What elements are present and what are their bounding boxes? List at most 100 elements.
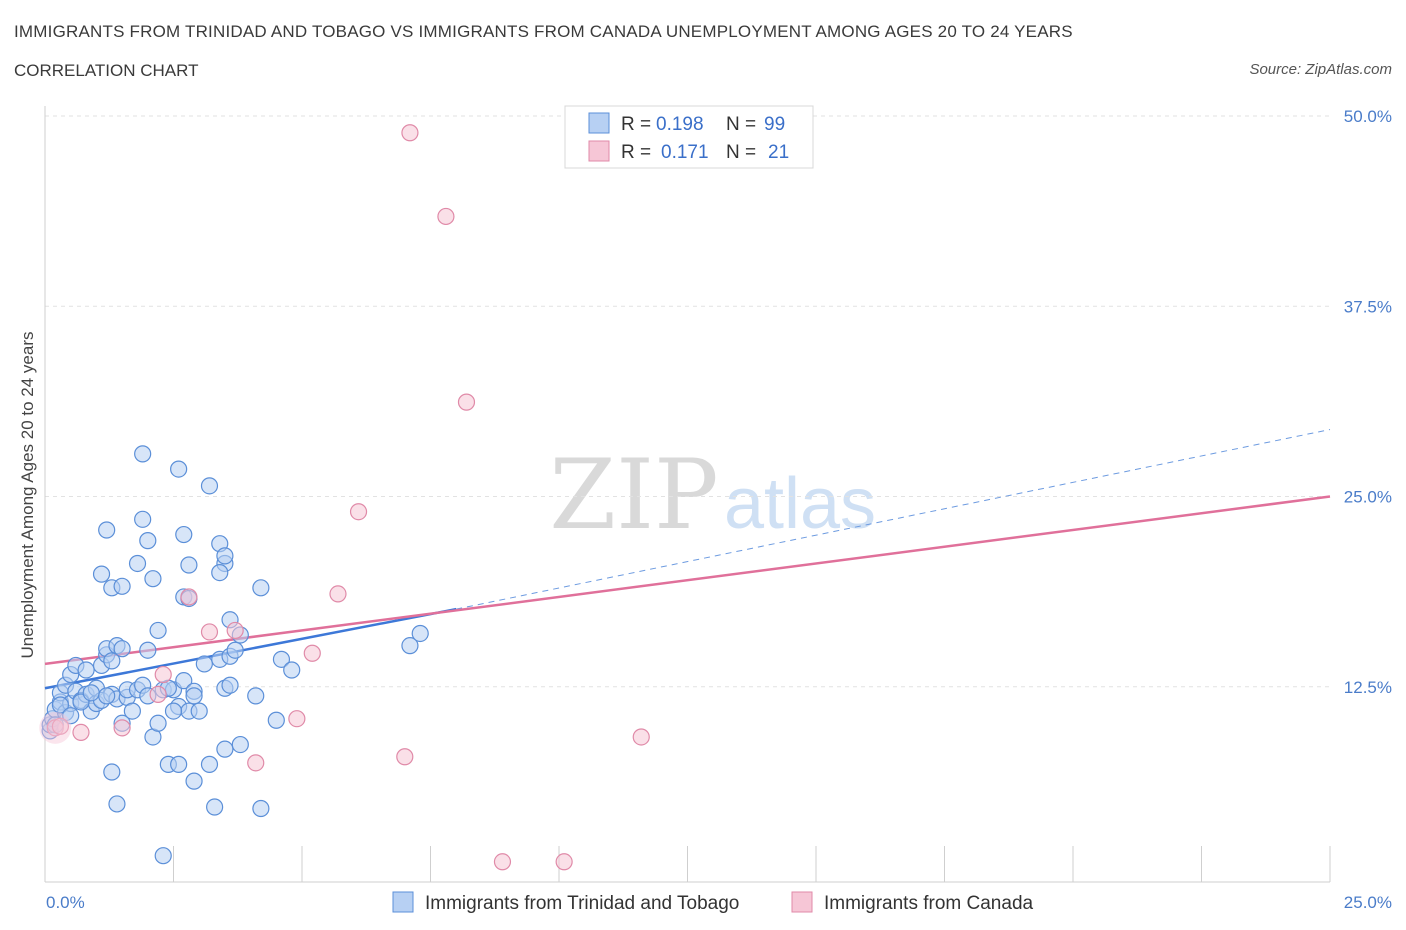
tt-point-60 xyxy=(128,554,147,573)
tt-point-90 xyxy=(108,795,126,813)
tt-point-43 xyxy=(170,755,188,773)
y-tick-label-1: 12.5% xyxy=(1344,678,1392,697)
tt-point-79 xyxy=(283,661,301,679)
tt-point-91 xyxy=(154,847,172,865)
data-points xyxy=(39,124,650,871)
tt-point-76 xyxy=(200,477,219,495)
ca-point-13 xyxy=(329,585,347,603)
ca-point-3 xyxy=(72,723,90,742)
tt-point-78 xyxy=(272,650,291,668)
stats-legend: R = 0.198 N = 99 R = 0.171 N = 21 xyxy=(564,105,814,169)
ca-point-8 xyxy=(200,623,219,641)
tt-point-44 xyxy=(175,672,193,690)
ca-point-11 xyxy=(288,710,306,728)
ca-cluster-bubble xyxy=(39,711,72,744)
legend-n-label-2: N = xyxy=(726,142,756,163)
tt-point-80 xyxy=(247,687,265,705)
tt-point-97 xyxy=(98,687,116,705)
x-tick-label-min: 0.0% xyxy=(46,893,85,912)
tt-point-65 xyxy=(170,460,188,478)
source-label: Source: ZipAtlas.com xyxy=(1249,61,1392,78)
tt-point-55 xyxy=(226,641,244,659)
tt-point-54 xyxy=(221,676,239,694)
tt-point-47 xyxy=(185,687,203,705)
ca-point-2 xyxy=(51,717,70,735)
watermark-atlas: atlas xyxy=(724,464,876,544)
tt-point-66 xyxy=(175,525,193,544)
tt-point-23 xyxy=(103,652,121,670)
y-tick-label-3: 37.5% xyxy=(1344,297,1392,316)
tt-point-59 xyxy=(98,521,116,539)
tt-point-72 xyxy=(216,547,234,565)
trend-lines xyxy=(44,429,1331,690)
tt-point-31 xyxy=(123,702,141,720)
chart-subtitle: CORRELATION CHART xyxy=(14,61,199,80)
chart-title: IMMIGRANTS FROM TRINIDAD AND TOBAGO VS I… xyxy=(14,22,1073,41)
legend-swatch-pink xyxy=(588,140,610,162)
tt-point-88 xyxy=(252,799,270,818)
x-tick-label-max: 25.0% xyxy=(1344,893,1392,912)
bottom-legend-swatch-blue xyxy=(392,891,414,913)
tt-point-96 xyxy=(82,684,100,702)
ca-point-20 xyxy=(555,853,573,871)
tt-point-86 xyxy=(185,772,203,790)
tt-point-83 xyxy=(411,624,429,643)
ca-point-12 xyxy=(303,644,321,662)
ca-point-21 xyxy=(632,728,650,746)
legend-swatch-blue xyxy=(588,112,610,134)
ca-point-6 xyxy=(154,665,172,684)
legend-r-value-2: 0.171 xyxy=(661,142,709,163)
ca-point-7 xyxy=(180,588,198,606)
tt-point-89 xyxy=(103,763,121,781)
watermark-zip: ZIP xyxy=(549,439,718,551)
ca-trend-line xyxy=(44,495,1331,666)
legend-r-label-2: R = xyxy=(621,142,651,163)
legend-n-label-1: N = xyxy=(726,114,756,135)
legend-r-value-1: 0.198 xyxy=(656,114,704,135)
bottom-legend-label-1: Immigrants from Trinidad and Tobago xyxy=(425,893,739,914)
ca-point-9 xyxy=(226,621,244,640)
ca-point-4 xyxy=(113,719,131,737)
legend-n-value-2: 21 xyxy=(768,142,789,163)
ca-point-18 xyxy=(457,393,476,411)
tt-point-38 xyxy=(149,621,167,640)
tt-point-61 xyxy=(134,510,152,528)
tt-trend-line xyxy=(44,607,457,690)
tt-point-99 xyxy=(164,702,183,720)
ca-point-19 xyxy=(493,853,512,871)
tt-point-87 xyxy=(206,798,224,816)
series-legend: Immigrants from Trinidad and Tobago Immi… xyxy=(392,891,1034,914)
tick-labels: 12.5% 25.0% 37.5% 50.0% 0.0% 25.0% xyxy=(46,107,1392,912)
tt-point-49 xyxy=(195,655,213,673)
tt-point-27 xyxy=(113,640,131,658)
tt-point-15 xyxy=(77,661,95,679)
y-tick-label-4: 50.0% xyxy=(1344,107,1392,126)
bottom-legend-swatch-pink xyxy=(791,891,813,913)
tt-point-58 xyxy=(113,577,131,595)
tt-point-48 xyxy=(190,702,208,720)
grid-lines xyxy=(45,115,1330,688)
tt-point-93 xyxy=(51,696,70,714)
tt-point-67 xyxy=(180,556,198,574)
tt-point-73 xyxy=(211,563,229,582)
ca-point-17 xyxy=(437,207,455,226)
tt-point-50 xyxy=(200,755,219,773)
bottom-legend-label-2: Immigrants from Canada xyxy=(824,893,1034,914)
tt-point-37 xyxy=(149,714,167,732)
legend-r-label-1: R = xyxy=(621,114,651,135)
y-tick-label-2: 25.0% xyxy=(1344,488,1392,507)
tt-point-85 xyxy=(231,735,249,754)
ca-point-15 xyxy=(396,748,414,766)
tt-point-84 xyxy=(216,740,234,758)
ca-point-14 xyxy=(349,503,368,521)
tt-point-94 xyxy=(62,707,80,725)
ca-point-16 xyxy=(401,124,419,142)
tt-point-64 xyxy=(134,445,152,463)
tt-point-77 xyxy=(252,579,270,597)
legend-n-value-1: 99 xyxy=(764,114,785,135)
ca-point-5 xyxy=(149,685,167,703)
tt-point-81 xyxy=(267,711,285,729)
tt-point-35 xyxy=(139,641,157,659)
tt-point-62 xyxy=(139,532,157,550)
